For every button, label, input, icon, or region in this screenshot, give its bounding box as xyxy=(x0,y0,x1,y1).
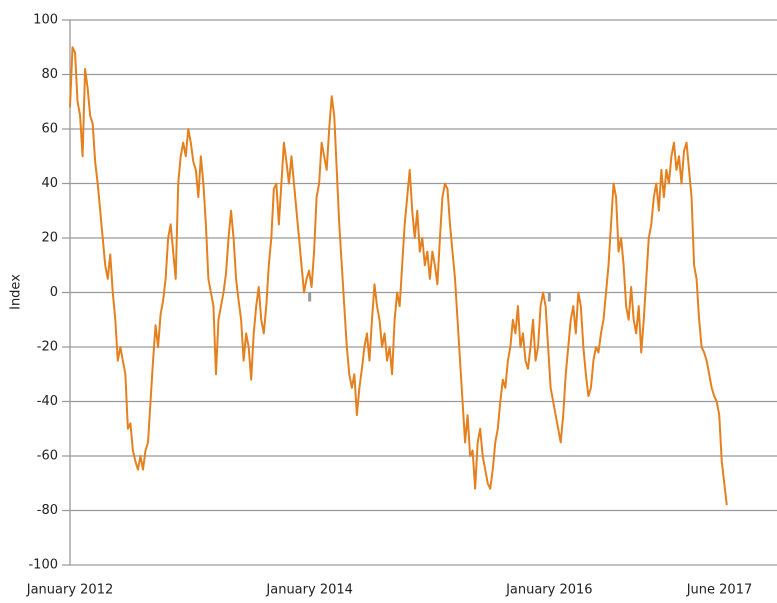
y-tick-label: -80 xyxy=(37,503,58,518)
y-tick-label: -40 xyxy=(37,394,58,409)
y-tick-label: 20 xyxy=(41,231,58,246)
data-line xyxy=(69,46,728,506)
x-tick-label: June 2017 xyxy=(686,583,753,598)
x-tick-label: January 2012 xyxy=(26,583,114,598)
y-tick-label: 80 xyxy=(41,67,58,82)
y-tick-label: 0 xyxy=(50,285,58,300)
y-tick-label: 100 xyxy=(33,13,58,28)
y-tick-label: 40 xyxy=(41,176,58,191)
x-tick-label: January 2014 xyxy=(265,583,353,598)
y-tick-label: -20 xyxy=(37,340,58,355)
x-tick-label: January 2016 xyxy=(505,583,593,598)
y-axis-label: Index xyxy=(9,274,24,310)
y-tick-label: -100 xyxy=(28,558,58,573)
y-tick-label: -60 xyxy=(37,449,58,464)
y-tick-label: 60 xyxy=(41,122,58,137)
